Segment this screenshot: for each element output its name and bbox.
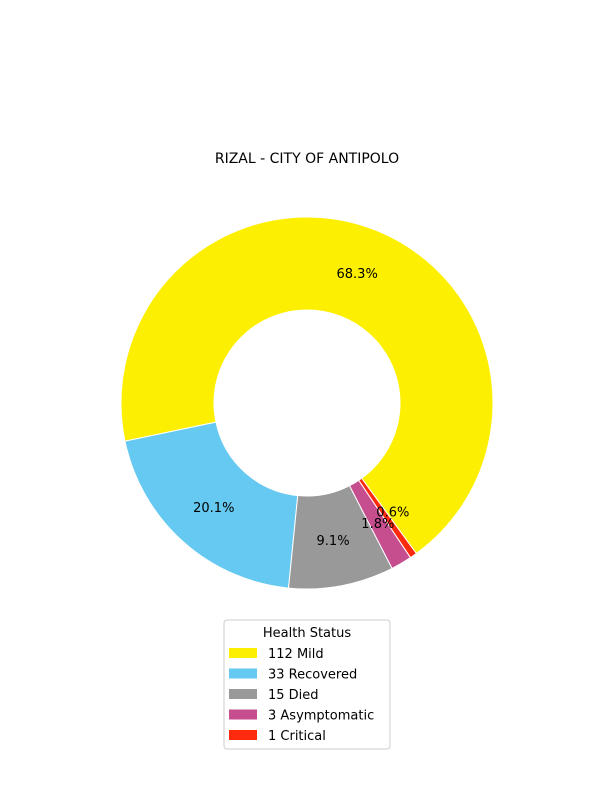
legend-swatch-recovered — [229, 668, 257, 679]
legend: Health Status 112 Mild 33 Recovered 15 Die… — [223, 619, 391, 750]
legend-box — [223, 619, 391, 750]
slice-mild — [120, 216, 494, 555]
donut-slices — [120, 216, 494, 590]
legend-swatch-critical — [229, 730, 257, 740]
legend-label-critical: 1 Critical — [268, 729, 326, 744]
chart-title: RIZAL - CITY OF ANTIPOLO — [215, 151, 399, 167]
legend-label-asymptomatic: 3 Asymptomatic — [268, 709, 374, 724]
legend-swatch-died — [229, 689, 257, 699]
legend-title: Health Status — [263, 626, 351, 641]
percent-label-mild: 68.3% — [337, 267, 378, 282]
legend-label-mild: 112 Mild — [268, 647, 324, 662]
slice-critical — [358, 477, 418, 559]
percent-label-recovered: 20.1% — [193, 501, 234, 516]
legend-label-died: 15 Died — [268, 688, 319, 703]
percent-labels: 68.3% 20.1% 9.1% 1.8%0.6% — [193, 267, 409, 549]
legend-label-recovered: 33 Recovered — [268, 668, 357, 683]
slice-recovered — [124, 421, 299, 589]
legend-swatch-asymptomatic — [229, 709, 257, 720]
percent-label-critical: 0.6% — [376, 505, 409, 520]
percent-label-died: 9.1% — [317, 534, 350, 549]
percent-label-asymptomatic: 1.8% — [361, 517, 394, 532]
legend-swatch-mild — [229, 648, 257, 658]
